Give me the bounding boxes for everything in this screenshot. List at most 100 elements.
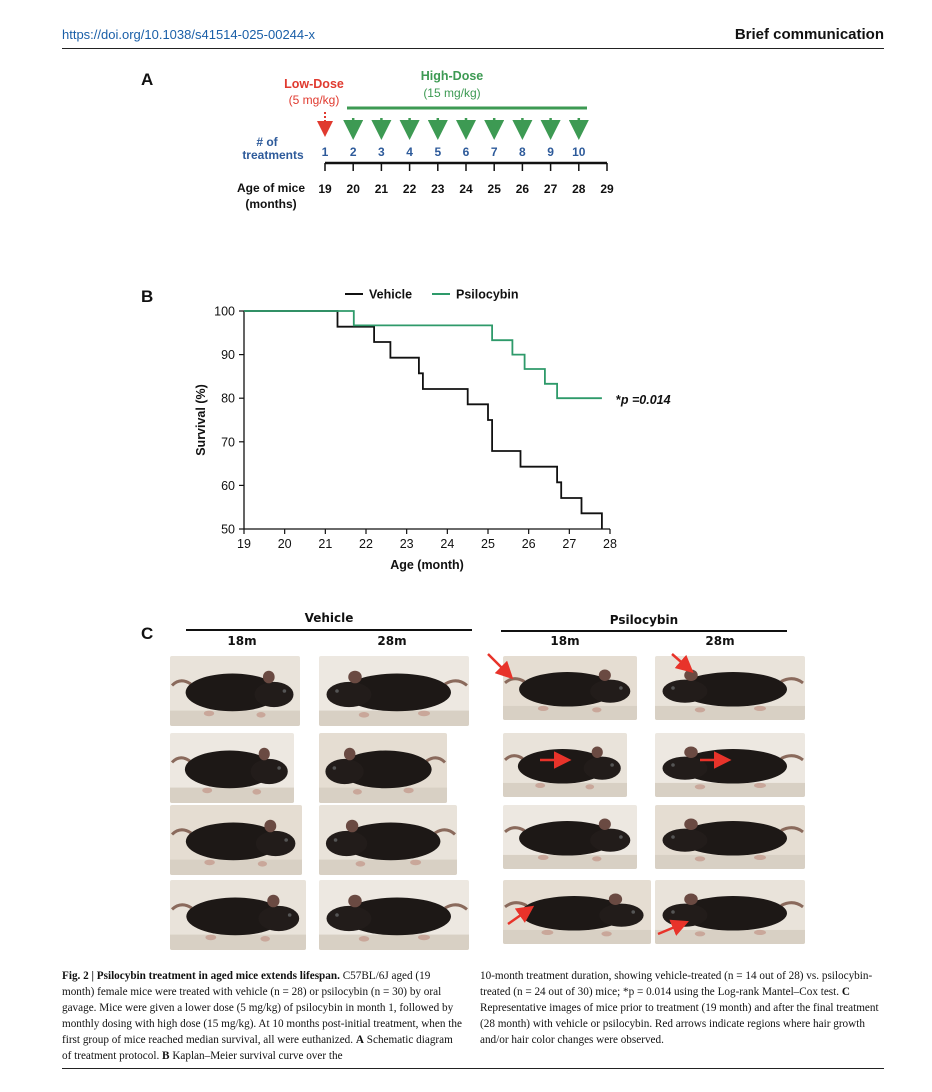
mouse-body bbox=[343, 897, 451, 936]
treatment-number: 6 bbox=[463, 145, 470, 159]
treatments-label-line1: # of bbox=[256, 135, 278, 149]
vehicle-group-title: Vehicle bbox=[304, 611, 354, 625]
age-label-line2: (months) bbox=[245, 197, 296, 211]
mouse-ear bbox=[684, 669, 698, 681]
mouse-tail bbox=[503, 754, 524, 762]
mouse-body bbox=[519, 672, 616, 707]
mouse-head bbox=[255, 830, 296, 857]
photo-floor bbox=[655, 782, 805, 797]
age-number: 25 bbox=[488, 182, 502, 196]
mouse-figure bbox=[170, 747, 288, 795]
mouse-photo bbox=[170, 733, 294, 803]
age-number: 23 bbox=[431, 182, 445, 196]
vehicle-28m-label: 28m bbox=[377, 634, 407, 648]
x-tick-label: 23 bbox=[400, 537, 414, 551]
article-type: Brief communication bbox=[734, 26, 884, 43]
mouse-head bbox=[590, 679, 631, 703]
x-tick-label: 26 bbox=[522, 537, 536, 551]
mouse-foot bbox=[257, 861, 268, 867]
mouse-photo-image bbox=[170, 733, 294, 803]
mouse-ear bbox=[267, 894, 280, 908]
mouse-foot bbox=[358, 712, 370, 718]
photo-floor bbox=[655, 929, 805, 944]
mouse-tail bbox=[170, 828, 192, 836]
mouse-photo bbox=[655, 656, 805, 720]
mouse-foot bbox=[592, 707, 602, 713]
mouse-figure bbox=[504, 893, 644, 937]
mouse-ear bbox=[348, 670, 362, 684]
age-number: 21 bbox=[375, 182, 389, 196]
psilocybin-group-rule bbox=[501, 630, 787, 632]
photo-floor bbox=[319, 859, 457, 875]
mouse-photo bbox=[655, 733, 805, 797]
mouse-photo-image bbox=[655, 656, 805, 720]
mouse-ear bbox=[258, 747, 270, 761]
mouse-foot bbox=[205, 934, 217, 941]
mouse-eye bbox=[277, 766, 281, 770]
age-number: 26 bbox=[516, 182, 530, 196]
mouse-body bbox=[679, 749, 787, 784]
mouse-eye bbox=[671, 910, 675, 914]
mouse-ear bbox=[262, 670, 275, 684]
mouse-figure bbox=[170, 670, 294, 718]
mouse-ear bbox=[343, 747, 356, 761]
x-tick-label: 20 bbox=[278, 537, 292, 551]
caption-figure-label: Fig. 2 | Psilocybin treatment in aged mi… bbox=[62, 970, 340, 982]
mouse-body bbox=[519, 821, 616, 856]
treatment-number: 2 bbox=[350, 145, 357, 159]
mouse-figure bbox=[170, 819, 296, 867]
x-tick-label: 21 bbox=[318, 537, 332, 551]
mouse-photo bbox=[319, 805, 457, 875]
mouse-tail bbox=[434, 828, 457, 836]
doi-link[interactable]: https://doi.org/10.1038/s41514-025-00244… bbox=[62, 27, 315, 42]
mouse-photo bbox=[319, 880, 469, 950]
mouse-head bbox=[662, 756, 708, 780]
mouse-tail bbox=[170, 903, 193, 911]
mouse-head bbox=[258, 905, 300, 932]
mouse-photo-image bbox=[655, 880, 805, 944]
mouse-body bbox=[186, 897, 285, 936]
mouse-figure bbox=[662, 818, 804, 862]
survival-chart: 50 60 70 80 90 100 19 20 21 22 23 24 25 26 27 28 Age (mo… bbox=[194, 288, 671, 573]
mouse-photo-image bbox=[170, 805, 302, 875]
mouse-head bbox=[325, 830, 368, 857]
treatment-schematic: Low-Dose (5 mg/kg) High-Dose (15 mg/kg) … bbox=[237, 69, 614, 211]
mouse-photo-image bbox=[170, 656, 300, 726]
caption-c-label: C bbox=[841, 986, 850, 998]
x-tick-label: 22 bbox=[359, 537, 373, 551]
caption-right-text: 10-month treatment duration, showing veh… bbox=[480, 970, 873, 998]
mouse-foot bbox=[202, 787, 213, 794]
mouse-photo bbox=[170, 880, 306, 950]
mouse-tail bbox=[504, 826, 526, 834]
vehicle-18m-label: 18m bbox=[227, 634, 257, 648]
mouse-eye bbox=[333, 838, 338, 842]
mouse-photo-image bbox=[503, 880, 651, 944]
low-dose-amount: (5 mg/kg) bbox=[289, 93, 340, 107]
mouse-head bbox=[662, 679, 708, 703]
mouse-foot bbox=[418, 710, 430, 717]
mouse-ear bbox=[684, 818, 698, 830]
treatment-number: 3 bbox=[378, 145, 385, 159]
mouse-eye bbox=[610, 763, 614, 767]
mouse-photo bbox=[170, 805, 302, 875]
mouse-tail bbox=[780, 901, 804, 909]
x-axis-title: Age (month) bbox=[390, 558, 464, 572]
mouse-foot bbox=[754, 705, 766, 712]
x-tick-label: 19 bbox=[237, 537, 251, 551]
age-number: 22 bbox=[403, 182, 417, 196]
mouse-eye bbox=[335, 913, 339, 917]
mouse-foot bbox=[754, 854, 766, 861]
footer-divider bbox=[62, 1068, 884, 1069]
age-number: 19 bbox=[318, 182, 332, 196]
mouse-body bbox=[343, 673, 451, 712]
photo-floor bbox=[503, 705, 637, 720]
mouse-foot bbox=[256, 712, 266, 718]
mouse-foot bbox=[601, 931, 612, 937]
age-number: 29 bbox=[600, 182, 614, 196]
mouse-tail bbox=[444, 903, 468, 911]
mouse-figure bbox=[662, 893, 804, 937]
mouse-figure bbox=[170, 894, 300, 942]
caption-left-text: C57BL/6J aged (19 month) female mice wer… bbox=[62, 970, 462, 1046]
mouse-foot bbox=[592, 856, 602, 862]
x-tick-label: 25 bbox=[481, 537, 495, 551]
